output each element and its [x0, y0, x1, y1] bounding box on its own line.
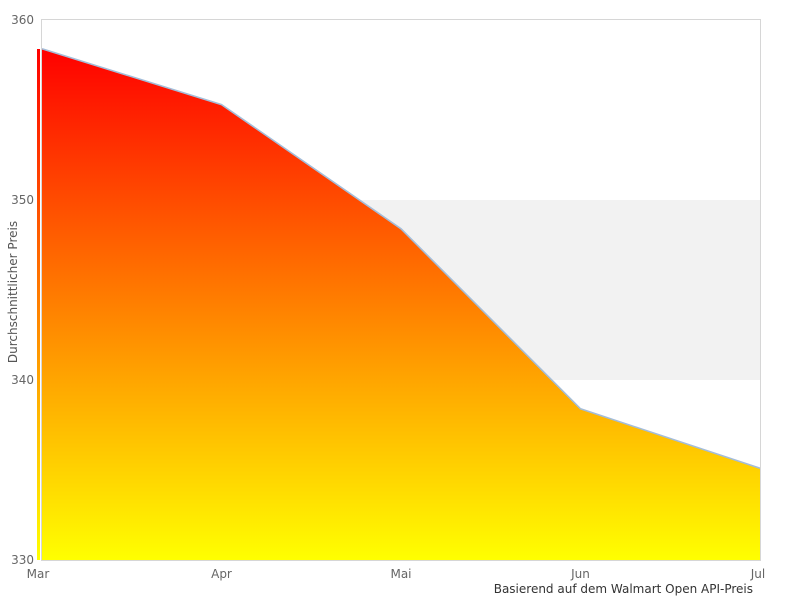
chart-caption: Basierend auf dem Walmart Open API-Preis [493, 582, 753, 596]
x-axis-label: Apr [211, 567, 232, 581]
y-axis-title: Durchschnittlicher Preis [6, 220, 20, 364]
y-axis-label: 360 [11, 13, 34, 27]
area-chart-canvas [42, 48, 760, 560]
area-series-line [42, 48, 760, 469]
x-axis-label: Mai [390, 567, 412, 581]
x-axis-label: Jun [571, 567, 590, 581]
area-left-edge-stripe [37, 48, 40, 560]
y-axis-label: 330 [11, 553, 34, 567]
area-series-fill [42, 48, 760, 560]
x-axis-label: Mar [26, 567, 50, 581]
y-axis-label: 340 [11, 373, 34, 387]
y-axis-label: 350 [11, 193, 34, 207]
x-axis-label: Jul [750, 567, 766, 581]
plot-area [41, 19, 761, 561]
